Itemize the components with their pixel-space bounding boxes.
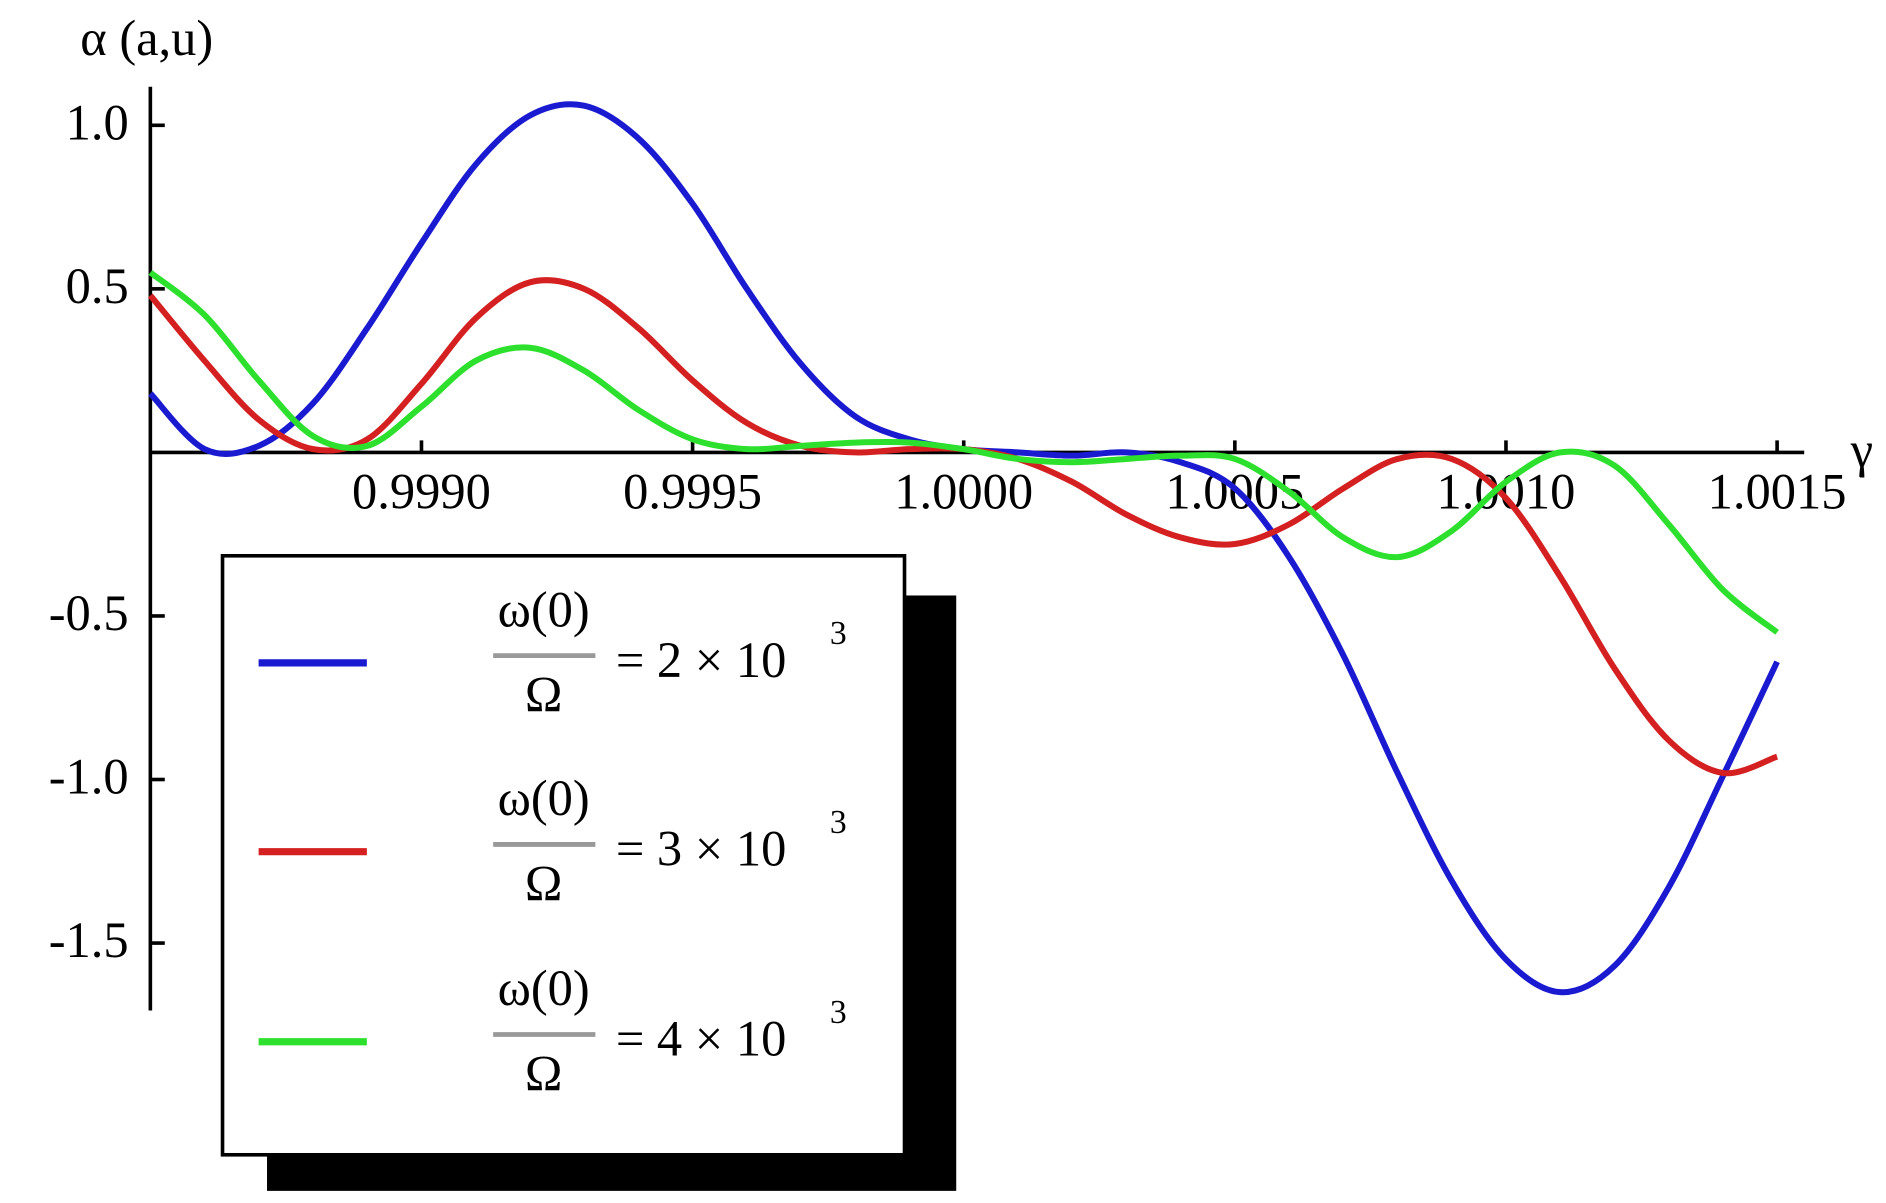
- legend-exponent: 3: [830, 615, 847, 652]
- legend-value: = 4 × 10: [616, 1011, 787, 1067]
- x-tick-label: 0.9995: [623, 463, 762, 519]
- legend-denominator: Ω: [525, 1046, 563, 1102]
- y-tick-label: -1.5: [49, 912, 129, 968]
- legend-value: = 2 × 10: [616, 632, 787, 688]
- y-tick-label: 1.0: [66, 94, 129, 150]
- y-tick-label: 0.5: [66, 258, 129, 314]
- x-tick-label: 0.9990: [352, 463, 491, 519]
- y-tick-label: -1.0: [49, 749, 129, 805]
- y-tick-label: -0.5: [49, 585, 129, 641]
- legend-exponent: 3: [830, 804, 847, 841]
- legend-numerator: ω(0): [498, 960, 590, 1016]
- x-axis-label: γ: [1850, 421, 1873, 477]
- legend-numerator: ω(0): [498, 581, 590, 637]
- legend-value: = 3 × 10: [616, 821, 787, 877]
- x-tick-label: 1.0010: [1437, 463, 1576, 519]
- x-tick-label: 1.0015: [1708, 463, 1847, 519]
- legend-exponent: 3: [830, 994, 847, 1031]
- legend-numerator: ω(0): [498, 770, 590, 826]
- data-line: [148, 270, 1779, 635]
- y-axis-label: α (a,u): [80, 10, 213, 66]
- legend-denominator: Ω: [525, 856, 563, 912]
- legend-denominator: Ω: [525, 667, 563, 723]
- x-tick-label: 1.0000: [894, 463, 1033, 519]
